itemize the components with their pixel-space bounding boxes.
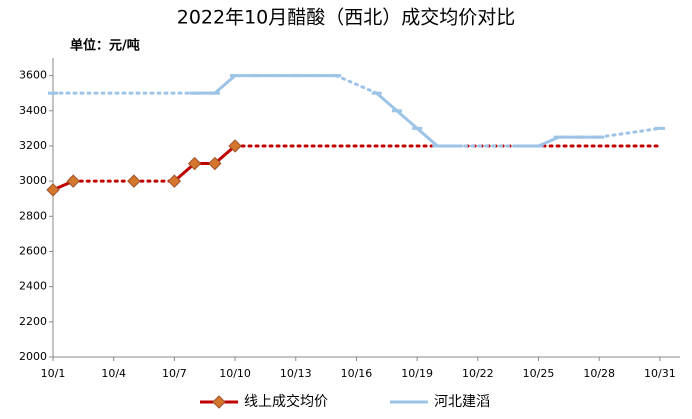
- y-tick-label: 2000: [19, 350, 47, 363]
- gap-connector: [71, 144, 662, 183]
- data-point: [66, 174, 80, 188]
- y-tick-label: 2600: [19, 244, 47, 257]
- series-line: [195, 76, 660, 146]
- data-point: [187, 156, 202, 171]
- y-tick-label: 3000: [19, 174, 47, 187]
- data-point: [228, 139, 242, 153]
- x-tick-label: 10/28: [583, 367, 615, 380]
- y-tick-label: 2200: [19, 315, 47, 328]
- y-tick-label: 3200: [19, 139, 47, 152]
- legend-marker: [212, 395, 226, 409]
- data-point: [167, 174, 182, 188]
- legend-label: 线上成交均价: [244, 393, 328, 410]
- gap-connector: [51, 74, 662, 148]
- y-tick-label: 2800: [19, 209, 47, 222]
- x-tick-label: 10/1: [41, 367, 66, 380]
- chart-title: 2022年10月醋酸（西北）成交均价对比: [177, 7, 516, 29]
- x-tick-label: 10/10: [219, 367, 251, 380]
- data-point: [46, 183, 60, 197]
- y-axis-label: 单位：元/吨: [70, 38, 140, 54]
- data-point: [127, 174, 141, 188]
- x-tick-label: 10/16: [341, 367, 373, 380]
- x-tick-label: 10/13: [280, 367, 312, 380]
- y-tick-label: 3400: [19, 104, 47, 117]
- x-tick-label: 10/31: [644, 367, 676, 380]
- x-tick-label: 10/7: [162, 367, 187, 380]
- legend-label: 河北建滔: [434, 394, 490, 410]
- x-tick-label: 10/25: [523, 367, 555, 380]
- x-tick-label: 10/22: [462, 367, 494, 380]
- y-tick-label: 2400: [19, 280, 47, 293]
- data-point: [208, 156, 222, 171]
- series-line: [52, 144, 237, 192]
- x-tick-label: 10/19: [401, 367, 433, 380]
- y-tick-label: 3600: [19, 69, 47, 82]
- x-tick-label: 10/4: [101, 367, 126, 380]
